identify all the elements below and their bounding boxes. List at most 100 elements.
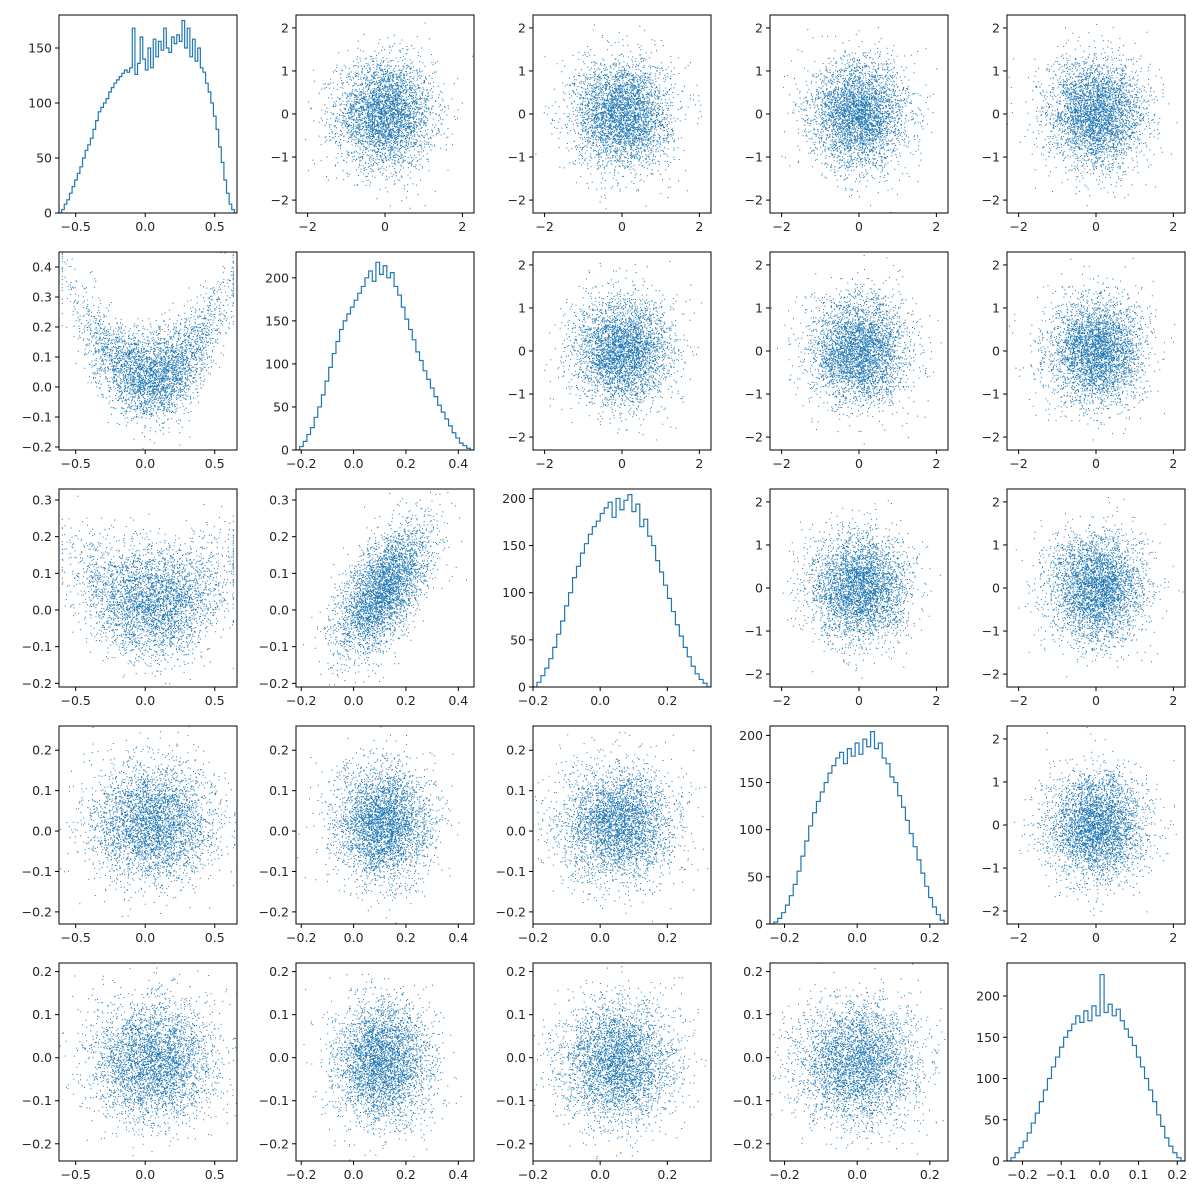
y-tick-label: 150 [502,538,526,553]
y-tick-label: 1 [755,537,763,552]
scatter-points [1009,258,1196,441]
y-tick-label: 1 [281,63,289,78]
plot-area-4-3 [741,963,975,1171]
y-tick-label: 150 [28,41,52,56]
y-tick-label: 0.1 [32,783,52,798]
y-tick-label: 0.3 [32,493,52,508]
y-tick-label: 100 [502,585,526,600]
y-tick-label: −2 [982,667,1000,682]
axes-frame [533,489,711,687]
y-tick-label: 0.0 [269,1050,289,1065]
y-tick-label: 0 [281,107,289,122]
y-tick-label: 0 [992,344,1000,359]
y-tick-label: −0.1 [733,1093,763,1108]
x-tick-label: −0.2 [286,456,316,471]
y-tick-label: 0.2 [743,964,763,979]
y-tick-label: 0.1 [269,783,289,798]
plot-area-0-4 [1007,24,1178,206]
x-tick-label: 0 [618,219,626,234]
y-tick-label: 2 [755,494,763,509]
x-tick-label: 0.0 [590,1167,610,1182]
y-tick-label: 2 [518,20,526,35]
x-tick-label: 0.0 [135,930,155,945]
y-tick-label: −0.1 [22,639,52,654]
x-tick-label: 2 [458,219,466,234]
axes-frame [770,489,948,687]
y-tick-label: −0.1 [259,1093,289,1108]
y-tick-label: 0 [518,107,526,122]
x-tick-label: 0 [1092,930,1100,945]
y-tick-label: 0.2 [32,964,52,979]
y-tick-label: −1 [745,387,763,402]
y-tick-label: 0.1 [743,1007,763,1022]
y-tick-label: 0.1 [506,783,526,798]
y-tick-label: 0 [755,107,763,122]
scatter-points [272,953,461,1183]
x-tick-label: 0.2 [396,930,416,945]
y-tick-label: −1 [982,624,1000,639]
y-tick-label: −1 [508,150,526,165]
x-tick-label: 0.0 [135,456,155,471]
y-tick-label: 0.2 [32,743,52,758]
x-tick-label: 0 [855,693,863,708]
x-tick-label: 0.4 [448,456,468,471]
axes-frame [533,15,711,213]
y-tick-label: −0.2 [259,676,289,691]
y-tick-label: 2 [992,731,1000,746]
y-tick-label: 100 [976,1071,1000,1086]
x-tick-label: −0.5 [61,219,91,234]
x-tick-label: −0.2 [1007,1167,1037,1182]
x-tick-label: 0.0 [344,456,364,471]
y-tick-label: −0.1 [22,864,52,879]
x-tick-label: 0.5 [205,693,225,708]
y-tick-label: −0.2 [22,676,52,691]
y-tick-label: −0.2 [22,904,52,919]
x-tick-label: 0.4 [448,693,468,708]
x-tick-label: −0.2 [286,930,316,945]
x-tick-label: 2 [1169,930,1177,945]
scatter-points [62,209,234,449]
axes-frame [533,963,711,1161]
x-tick-label: 0.2 [920,1167,940,1182]
x-tick-label: 0.5 [205,456,225,471]
y-tick-label: 200 [265,270,289,285]
y-tick-label: −2 [982,904,1000,919]
scatter-points [768,500,941,678]
scatter-points [50,953,272,1165]
x-tick-label: 0.2 [396,1167,416,1182]
histogram-step-line [296,262,474,450]
x-tick-label: −0.5 [61,1167,91,1182]
y-tick-label: 0.1 [506,1007,526,1022]
x-tick-label: 0.5 [205,930,225,945]
y-tick-label: 50 [747,869,763,884]
y-tick-label: −0.1 [22,410,52,425]
axes-frame [1007,15,1185,213]
axes-frame [59,15,237,213]
y-tick-label: 50 [984,1112,1000,1127]
y-tick-label: −0.1 [496,1093,526,1108]
y-tick-label: −1 [982,861,1000,876]
scatter-points [292,474,467,731]
histogram-step-line [1007,975,1185,1161]
y-tick-label: −2 [745,430,763,445]
x-tick-label: 0 [618,456,626,471]
histogram-step-line [533,495,711,687]
y-tick-label: −1 [745,150,763,165]
axes-frame [59,726,237,924]
y-tick-label: 2 [281,20,289,35]
x-tick-label: 2 [932,456,940,471]
y-tick-label: 0.0 [506,1050,526,1065]
y-tick-label: 0 [281,443,289,458]
y-tick-label: 200 [502,491,526,506]
x-tick-label: 0 [1092,219,1100,234]
y-tick-label: −1 [508,387,526,402]
plot-area-2-0 [62,475,234,692]
x-tick-label: 0.2 [396,456,416,471]
y-tick-label: −1 [982,150,1000,165]
axes-frame [770,726,948,924]
plot-area-1-1 [296,262,474,450]
